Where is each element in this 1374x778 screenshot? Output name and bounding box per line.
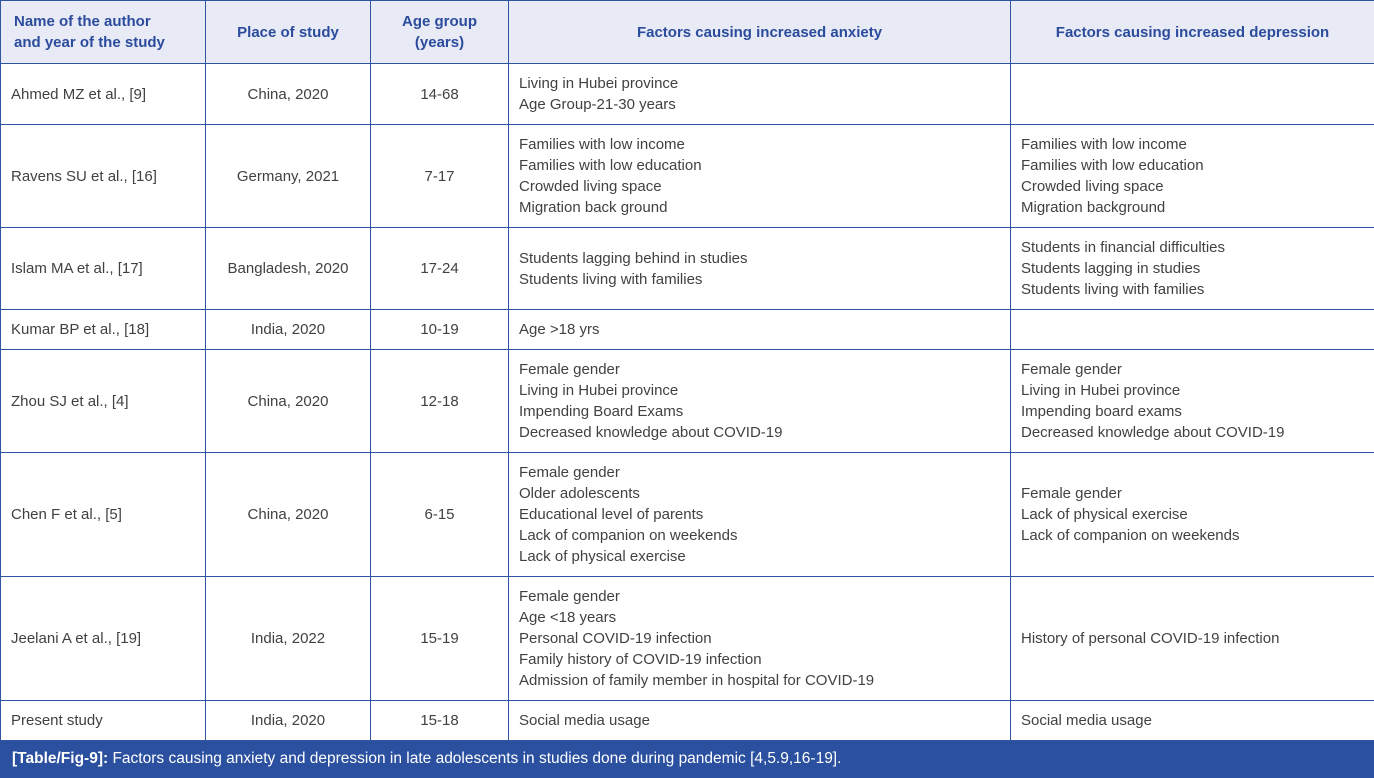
- author-cell: Present study: [1, 701, 206, 741]
- anxiety-factors-cell: Families with low income Families with l…: [509, 125, 1011, 228]
- anxiety-factors-cell: Female gender Age <18 years Personal COV…: [509, 577, 1011, 701]
- author-cell: Islam MA et al., [17]: [1, 228, 206, 310]
- anxiety-factors-cell: Social media usage: [509, 701, 1011, 741]
- header-age-group: Age group (years): [371, 1, 509, 64]
- age-group-cell: 14-68: [371, 64, 509, 125]
- age-group-cell: 15-19: [371, 577, 509, 701]
- header-anxiety-factors: Factors causing increased anxiety: [509, 1, 1011, 64]
- depression-factors-cell: Female gender Living in Hubei province I…: [1011, 350, 1374, 453]
- header-place: Place of study: [206, 1, 371, 64]
- place-cell: China, 2020: [206, 350, 371, 453]
- age-group-cell: 17-24: [371, 228, 509, 310]
- author-cell: Zhou SJ et al., [4]: [1, 350, 206, 453]
- caption-label: [Table/Fig-9]:: [12, 750, 108, 767]
- author-cell: Ravens SU et al., [16]: [1, 125, 206, 228]
- place-cell: Bangladesh, 2020: [206, 228, 371, 310]
- place-cell: India, 2020: [206, 701, 371, 741]
- age-group-cell: 10-19: [371, 310, 509, 350]
- header-author: Name of the author and year of the study: [1, 1, 206, 64]
- author-cell: Kumar BP et al., [18]: [1, 310, 206, 350]
- place-cell: Germany, 2021: [206, 125, 371, 228]
- depression-factors-cell: [1011, 310, 1374, 350]
- anxiety-factors-cell: Age >18 yrs: [509, 310, 1011, 350]
- table-caption: [Table/Fig-9]: Factors causing anxiety a…: [0, 741, 1374, 778]
- place-cell: India, 2022: [206, 577, 371, 701]
- depression-factors-cell: Female gender Lack of physical exercise …: [1011, 453, 1374, 577]
- depression-factors-cell: History of personal COVID-19 infection: [1011, 577, 1374, 701]
- anxiety-factors-cell: Students lagging behind in studies Stude…: [509, 228, 1011, 310]
- place-cell: China, 2020: [206, 453, 371, 577]
- anxiety-factors-cell: Female gender Older adolescents Educatio…: [509, 453, 1011, 577]
- depression-factors-cell: Families with low income Families with l…: [1011, 125, 1374, 228]
- studies-table: Name of the author and year of the study…: [0, 0, 1374, 741]
- depression-factors-cell: [1011, 64, 1374, 125]
- caption-body: Factors causing anxiety and depression i…: [112, 750, 841, 767]
- author-cell: Ahmed MZ et al., [9]: [1, 64, 206, 125]
- place-cell: India, 2020: [206, 310, 371, 350]
- place-cell: China, 2020: [206, 64, 371, 125]
- age-group-cell: 12-18: [371, 350, 509, 453]
- age-group-cell: 15-18: [371, 701, 509, 741]
- table-header: Name of the author and year of the study…: [1, 1, 1374, 64]
- anxiety-factors-cell: Living in Hubei province Age Group-21-30…: [509, 64, 1011, 125]
- author-cell: Jeelani A et al., [19]: [1, 577, 206, 701]
- depression-factors-cell: Social media usage: [1011, 701, 1374, 741]
- anxiety-factors-cell: Female gender Living in Hubei province I…: [509, 350, 1011, 453]
- age-group-cell: 6-15: [371, 453, 509, 577]
- age-group-cell: 7-17: [371, 125, 509, 228]
- header-row: Name of the author and year of the study…: [1, 1, 1374, 64]
- author-cell: Chen F et al., [5]: [1, 453, 206, 577]
- depression-factors-cell: Students in financial difficulties Stude…: [1011, 228, 1374, 310]
- header-depression-factors: Factors causing increased depression: [1011, 1, 1374, 64]
